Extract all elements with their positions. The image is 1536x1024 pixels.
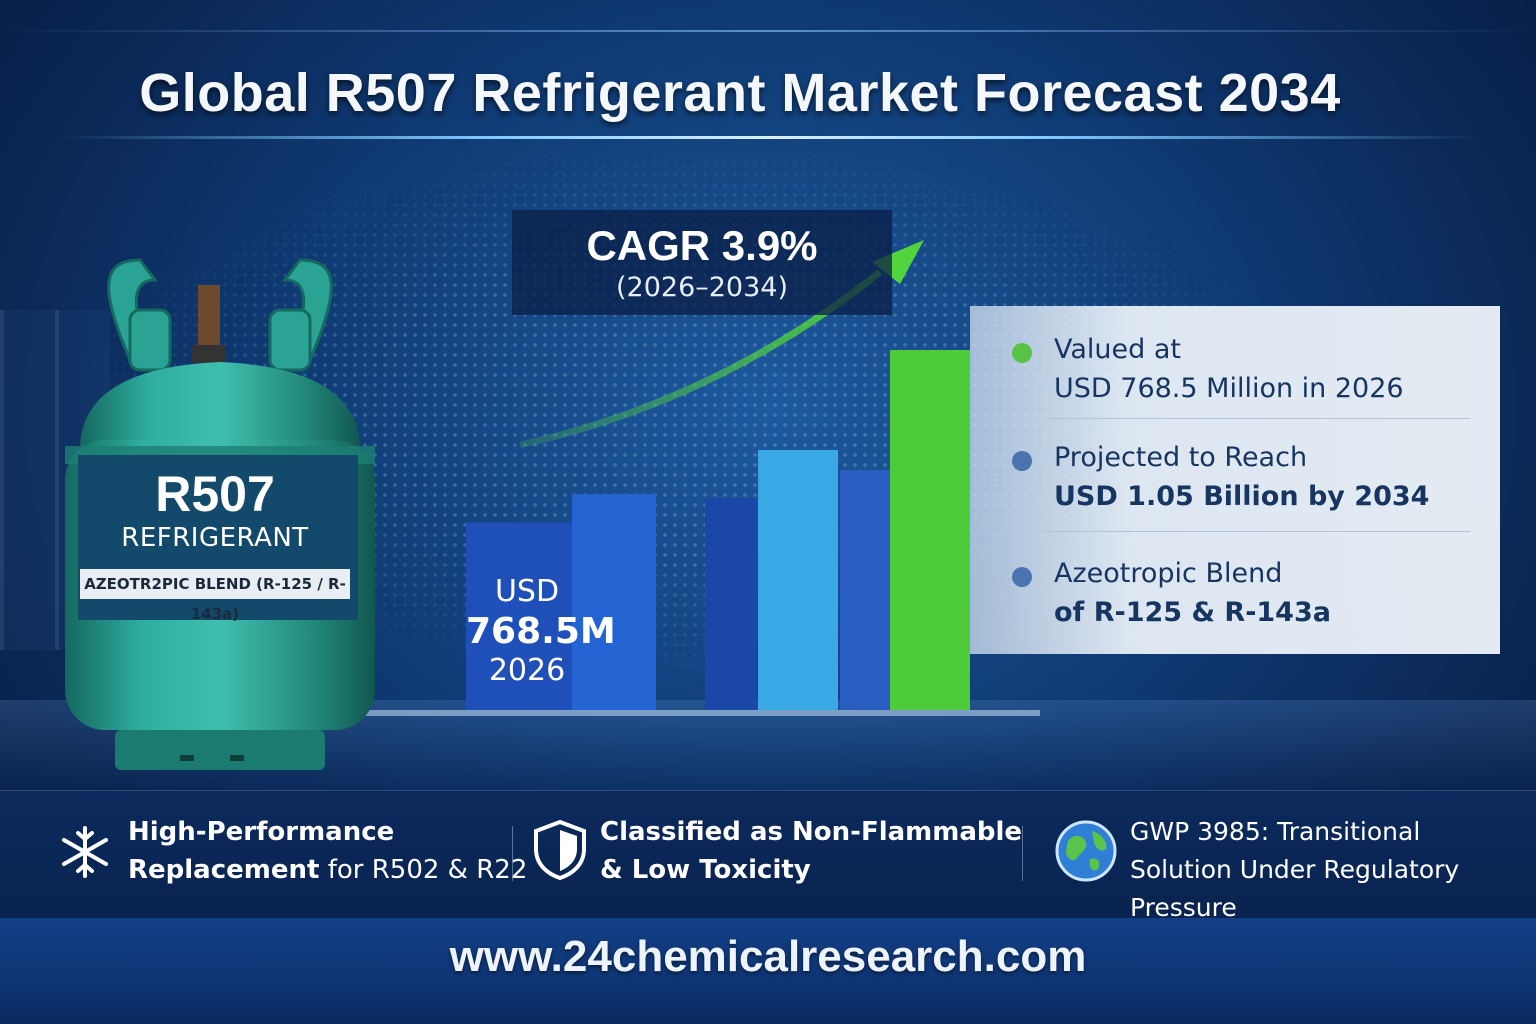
info-line: Projected to Reach [1054, 442, 1308, 473]
info-line: of R-125 & R-143a [1054, 597, 1331, 628]
cylinder-label: R507 REFRIGERANT [80, 465, 350, 553]
info-item-valued: Valued at USD 768.5 Million in 2026 [1012, 330, 1474, 408]
cagr-period: (2026–2034) [616, 272, 788, 303]
website-url[interactable]: www.24chemicalresearch.com [449, 932, 1087, 981]
feature-safety: Classified as Non-Flammable & Low Toxici… [600, 813, 1022, 889]
cagr-value: CAGR 3.9% [586, 222, 818, 269]
top-decor-line [0, 30, 1536, 32]
page-title: Global R507 Refrigerant Market Forecast … [139, 63, 1341, 123]
cagr-box: CAGR 3.9% (2026–2034) [512, 210, 892, 315]
info-divider [1044, 531, 1470, 532]
bar-label-year: 2026 [488, 653, 566, 689]
feature-line: High-Performance [128, 817, 395, 847]
chart-bar [840, 470, 890, 710]
info-line: Valued at [1054, 334, 1181, 365]
info-dot-blue-icon [1012, 567, 1032, 587]
cylinder-type: REFRIGERANT [121, 523, 309, 553]
info-item-projected: Projected to Reach USD 1.05 Billion by 2… [1012, 438, 1474, 516]
feature-line-bold: Replacement [128, 855, 320, 885]
chart-bar [466, 522, 588, 710]
info-item-blend: Azeotropic Blend of R-125 & R-143a [1012, 554, 1474, 632]
chart-bar [890, 350, 970, 710]
chart-baseline [360, 710, 1040, 716]
bar-label-value: 768.5M [466, 611, 616, 652]
chart-bar [758, 450, 838, 710]
title-underline [60, 136, 1480, 139]
info-line: USD 1.05 Billion by 2034 [1054, 481, 1430, 512]
cylinder-blend-strip: AZEOTR2PIC BLEND (R-125 / R-143a) [80, 569, 350, 623]
features-bar: High-Performance Replacement for R502 & … [0, 790, 1536, 922]
bar-label-unit: USD [494, 574, 560, 609]
feature-line: Solution Under Regulatory Pressure [1130, 855, 1460, 922]
globe-icon [1055, 820, 1117, 882]
chart-bar [705, 498, 757, 710]
info-dot-blue-icon [1012, 451, 1032, 471]
snowflake-icon [62, 826, 108, 878]
trend-arrow-head [872, 240, 924, 284]
feature-divider [512, 826, 513, 881]
feature-line-rest: for R502 & R22 [319, 855, 528, 885]
footer: www.24chemicalresearch.com [0, 918, 1536, 1024]
info-line: Azeotropic Blend [1054, 558, 1283, 589]
feature-gwp: GWP 3985: Transitional Solution Under Re… [1130, 813, 1536, 927]
info-dot-green-icon [1012, 343, 1032, 363]
feature-divider [1022, 826, 1023, 881]
info-divider [1044, 418, 1470, 419]
info-panel: Valued at USD 768.5 Million in 2026 Proj… [970, 306, 1500, 654]
chart-bar [572, 494, 656, 710]
feature-performance: High-Performance Replacement for R502 & … [128, 813, 527, 889]
cylinder-name: R507 [155, 466, 275, 522]
feature-line: GWP 3985: Transitional [1130, 817, 1421, 846]
first-bar-label: USD 768.5M 2026 [466, 574, 616, 689]
feature-line: Classified as Non-Flammable [600, 817, 1023, 847]
info-line: USD 768.5 Million in 2026 [1054, 373, 1404, 404]
shield-icon [534, 819, 586, 881]
feature-line: & Low Toxicity [600, 855, 811, 885]
